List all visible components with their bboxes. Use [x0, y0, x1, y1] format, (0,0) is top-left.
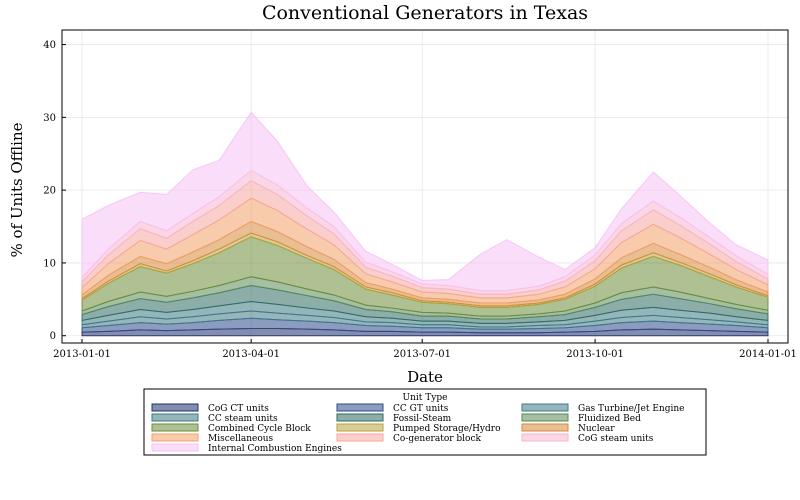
- x-tick-label: 2013-04-01: [222, 349, 280, 360]
- area-series-12: [81, 111, 769, 292]
- legend-swatch: [521, 423, 569, 432]
- legend-item: Gas Turbine/Jet Engine: [521, 403, 684, 414]
- chart-title: Conventional Generators in Texas: [262, 2, 588, 24]
- legend-swatch: [151, 443, 199, 452]
- legend-item: Miscellaneous: [151, 433, 274, 444]
- legend-swatch: [151, 413, 199, 422]
- plot-frame: [61, 29, 789, 344]
- x-tick-label: 2013-01-01: [53, 349, 111, 360]
- x-tick-label: 2013-07-01: [393, 349, 451, 360]
- legend-item: Pumped Storage/Hydro: [336, 423, 501, 434]
- legend-box: [143, 388, 707, 456]
- y-axis-title: % of Units Offline: [8, 122, 26, 257]
- legend-item: Internal Combustion Engines: [151, 443, 342, 454]
- legend-item: Combined Cycle Block: [151, 423, 311, 434]
- legend-label: CoG CT units: [208, 404, 269, 414]
- legend-swatch: [336, 403, 384, 412]
- legend-label: Combined Cycle Block: [208, 424, 311, 434]
- y-tick-label: 0: [50, 331, 56, 342]
- legend-swatch: [336, 433, 384, 442]
- legend-label: CoG steam units: [578, 434, 654, 444]
- legend-swatch: [151, 403, 199, 412]
- legend-swatch: [336, 413, 384, 422]
- y-tick-label: 10: [43, 258, 56, 269]
- stacked-areas: [81, 111, 769, 337]
- legend-item: CC GT units: [336, 403, 449, 414]
- legend-swatch: [336, 423, 384, 432]
- legend-label: CC GT units: [393, 404, 449, 414]
- legend-label: Co-generator block: [393, 434, 482, 444]
- legend-swatch: [521, 413, 569, 422]
- legend-item: Co-generator block: [336, 433, 482, 444]
- legend-swatch: [521, 403, 569, 412]
- axis-ticks: 2013-01-01 2013-04-01 2013-07-01 2013-10-01…: [43, 40, 797, 360]
- legend-label: Internal Combustion Engines: [208, 444, 342, 454]
- legend-label: Nuclear: [578, 424, 615, 434]
- legend-label: CC steam units: [208, 414, 278, 424]
- y-tick-label: 40: [43, 40, 56, 51]
- legend-label: Miscellaneous: [208, 434, 274, 444]
- x-tick-label: 2014-01-01: [739, 349, 797, 360]
- legend: Unit Type CoG CT units CC GT units Gas Tur…: [143, 388, 707, 456]
- legend-item: CC steam units: [151, 413, 278, 424]
- legend-label: Pumped Storage/Hydro: [393, 424, 501, 434]
- legend-swatch: [151, 433, 199, 442]
- legend-label: Gas Turbine/Jet Engine: [578, 404, 684, 414]
- legend-swatch: [521, 433, 569, 442]
- x-tick-label: 2013-10-01: [566, 349, 624, 360]
- legend-swatch: [151, 423, 199, 432]
- legend-item: Fossil-Steam: [336, 413, 452, 424]
- legend-title: Unit Type: [403, 393, 448, 403]
- legend-item: Fluidized Bed: [521, 413, 641, 424]
- legend-label: Fossil-Steam: [393, 414, 452, 424]
- x-axis-title: Date: [407, 368, 443, 386]
- y-tick-label: 30: [43, 113, 56, 124]
- legend-label: Fluidized Bed: [578, 414, 641, 424]
- legend-item: CoG steam units: [521, 433, 654, 444]
- legend-item: Nuclear: [521, 423, 615, 434]
- y-tick-label: 20: [43, 186, 56, 197]
- legend-item: CoG CT units: [151, 403, 269, 414]
